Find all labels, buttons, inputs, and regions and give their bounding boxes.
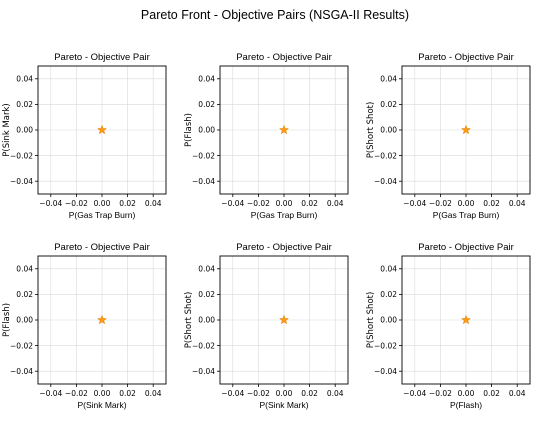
- y-tick-label: −0.04: [192, 367, 215, 376]
- x-tick-label: 0.04: [327, 199, 344, 208]
- x-tick-label: −0.02: [65, 389, 88, 398]
- y-tick-label: −0.02: [10, 341, 33, 350]
- pareto-point-star: [96, 124, 108, 135]
- figure-title: Pareto Front - Objective Pairs (NSGA-II …: [141, 8, 409, 22]
- x-tick-label: −0.02: [429, 199, 452, 208]
- y-tick-label: 0.00: [198, 316, 215, 325]
- y-tick-label: −0.02: [192, 151, 215, 160]
- y-tick-label: 0.04: [198, 265, 215, 274]
- x-axis-label: P(Flash): [450, 400, 482, 410]
- x-axis-label: P(Sink Mark): [77, 400, 126, 410]
- y-axis-label: P(Flash): [184, 113, 194, 147]
- x-tick-label: −0.02: [247, 389, 270, 398]
- x-tick-label: −0.02: [247, 199, 270, 208]
- x-tick-label: −0.04: [39, 389, 62, 398]
- y-tick-label: −0.02: [374, 151, 397, 160]
- x-tick-label: −0.04: [39, 199, 62, 208]
- subplot-title: Pareto - Objective Pair: [54, 52, 150, 63]
- y-tick-label: −0.04: [192, 177, 215, 186]
- x-tick-label: 0.02: [483, 199, 500, 208]
- x-tick-label: 0.04: [145, 199, 162, 208]
- x-tick-label: −0.02: [429, 389, 452, 398]
- x-tick-label: 0.02: [483, 389, 500, 398]
- x-tick-label: 0.02: [301, 199, 318, 208]
- y-tick-label: −0.04: [374, 177, 397, 186]
- y-tick-label: 0.02: [380, 290, 397, 299]
- y-tick-label: −0.02: [10, 151, 33, 160]
- y-tick-label: 0.00: [16, 126, 33, 135]
- x-tick-label: 0.04: [509, 199, 526, 208]
- y-tick-label: −0.04: [374, 367, 397, 376]
- y-tick-label: 0.02: [16, 290, 33, 299]
- x-tick-label: 0.04: [145, 389, 162, 398]
- x-tick-label: 0.02: [119, 389, 136, 398]
- x-tick-label: −0.04: [403, 199, 426, 208]
- y-tick-label: −0.04: [10, 177, 33, 186]
- x-tick-label: 0.04: [509, 389, 526, 398]
- y-axis-label: P(Sink Mark): [2, 103, 12, 157]
- pareto-point-star: [278, 314, 290, 325]
- subplot-3: −0.04 −0.02 0.00 0.02 0.04−0.04−0.020.000.02…: [366, 52, 531, 220]
- pareto-point-star: [278, 124, 290, 135]
- x-axis-label: P(Gas Trap Burn): [251, 210, 318, 220]
- y-axis-label: P(Short Shot): [366, 102, 376, 159]
- x-axis-label: P(Gas Trap Burn): [433, 210, 500, 220]
- y-tick-label: 0.00: [380, 126, 397, 135]
- subplot-title: Pareto - Objective Pair: [418, 242, 514, 253]
- y-tick-label: −0.02: [374, 341, 397, 350]
- y-tick-label: 0.00: [380, 316, 397, 325]
- pareto-point-star: [460, 124, 472, 135]
- x-tick-label: 0.04: [327, 389, 344, 398]
- x-axis-label: P(Sink Mark): [259, 400, 308, 410]
- x-tick-label: 0.00: [276, 199, 293, 208]
- y-tick-label: −0.04: [10, 367, 33, 376]
- x-tick-label: −0.02: [65, 199, 88, 208]
- y-tick-label: 0.02: [16, 100, 33, 109]
- y-tick-label: 0.04: [198, 75, 215, 84]
- subplot-grid: −0.04 −0.02 0.00 0.02 0.04−0.04−0.020.000.02…: [2, 52, 531, 410]
- y-tick-label: 0.02: [380, 100, 397, 109]
- subplot-5: −0.04 −0.02 0.00 0.02 0.04−0.04−0.020.000.02…: [184, 242, 349, 410]
- x-tick-label: 0.00: [458, 199, 475, 208]
- y-axis-label: P(Short Shot): [184, 292, 194, 349]
- x-tick-label: 0.00: [458, 389, 475, 398]
- x-tick-label: −0.04: [221, 389, 244, 398]
- y-axis-label: P(Short Shot): [366, 292, 376, 349]
- x-tick-label: −0.04: [403, 389, 426, 398]
- pareto-point-star: [460, 314, 472, 325]
- subplot-2: −0.04 −0.02 0.00 0.02 0.04−0.04−0.020.000.02…: [184, 52, 349, 220]
- y-tick-label: 0.02: [198, 100, 215, 109]
- y-tick-label: 0.02: [198, 290, 215, 299]
- y-axis-label: P(Flash): [2, 303, 12, 337]
- subplot-title: Pareto - Objective Pair: [236, 242, 332, 253]
- y-tick-label: −0.02: [192, 341, 215, 350]
- y-tick-label: 0.04: [380, 265, 397, 274]
- x-tick-label: 0.00: [94, 389, 111, 398]
- y-tick-label: 0.00: [16, 316, 33, 325]
- y-tick-label: 0.00: [198, 126, 215, 135]
- subplot-6: −0.04 −0.02 0.00 0.02 0.04−0.04−0.020.000.02…: [366, 242, 531, 410]
- y-tick-label: 0.04: [16, 75, 33, 84]
- y-tick-label: 0.04: [16, 265, 33, 274]
- x-tick-label: −0.04: [221, 199, 244, 208]
- pareto-point-star: [96, 314, 108, 325]
- subplot-title: Pareto - Objective Pair: [418, 52, 514, 63]
- subplot-title: Pareto - Objective Pair: [236, 52, 332, 63]
- y-tick-label: 0.04: [380, 75, 397, 84]
- x-axis-label: P(Gas Trap Burn): [69, 210, 136, 220]
- x-tick-label: 0.00: [94, 199, 111, 208]
- subplot-4: −0.04 −0.02 0.00 0.02 0.04−0.04−0.020.000.02…: [2, 242, 167, 410]
- x-tick-label: 0.02: [119, 199, 136, 208]
- x-tick-label: 0.02: [301, 389, 318, 398]
- x-tick-label: 0.00: [276, 389, 293, 398]
- subplot-title: Pareto - Objective Pair: [54, 242, 150, 253]
- subplot-1: −0.04 −0.02 0.00 0.02 0.04−0.04−0.020.000.02…: [2, 52, 167, 220]
